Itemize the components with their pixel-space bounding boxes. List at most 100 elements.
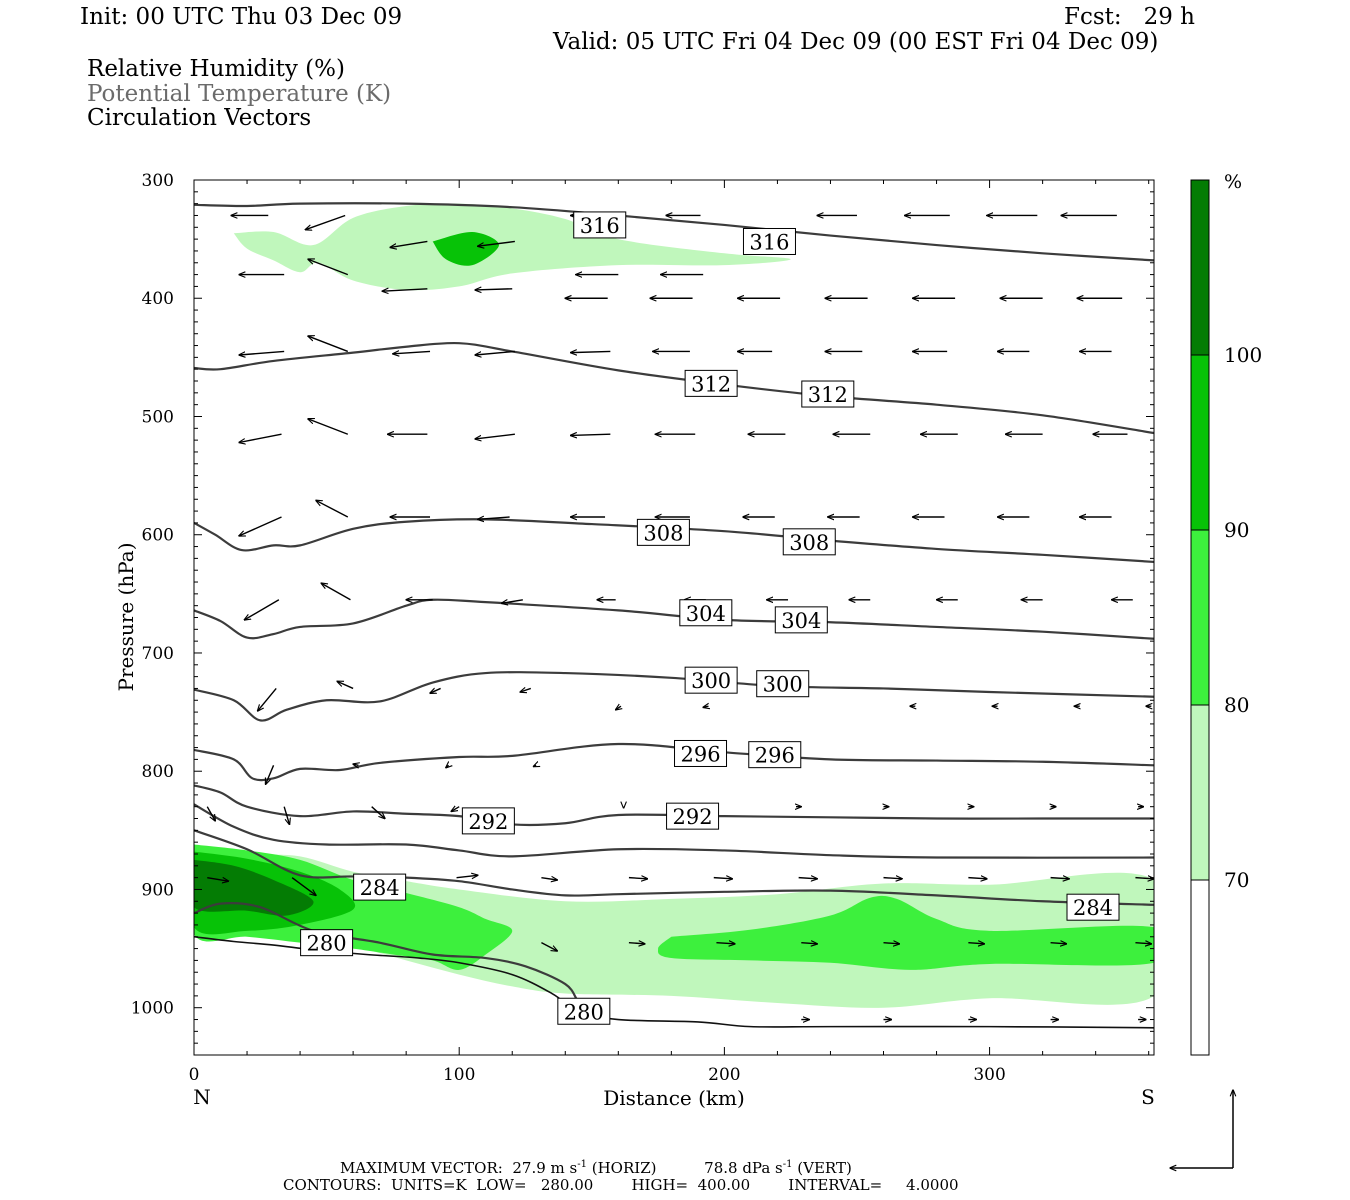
x-tick-label: 300 (973, 1065, 1005, 1085)
init-time: Init: 00 UTC Thu 03 Dec 09 (80, 4, 403, 30)
valid-time: Valid: 05 UTC Fri 04 Dec 09 (00 EST Fri … (553, 29, 1159, 55)
contour-label-box (742, 227, 796, 255)
contour-label-box (461, 807, 515, 835)
legend-potential-temperature: Potential Temperature (K) (87, 81, 392, 107)
contour-label-280: 280 (307, 932, 347, 956)
y-tick-label: 700 (142, 644, 174, 664)
circulation-vector (393, 351, 431, 353)
circulation-vector (571, 434, 611, 435)
colorbar-segment (1191, 530, 1209, 705)
circulation-vector (337, 681, 354, 690)
circulation-vector (628, 878, 648, 879)
y-tick-label: 800 (142, 762, 174, 782)
y-tick-label: 400 (142, 289, 174, 309)
theta-contour-296 (194, 742, 1154, 782)
circulation-vector (308, 419, 349, 435)
circulation-vector (968, 943, 984, 944)
theta-contour-280 (194, 902, 593, 1015)
circulation-vector (798, 878, 818, 879)
max-vector-text-2: (HORIZ) 78.8 dPa s (586, 1159, 783, 1177)
x-tick-label: 100 (443, 1065, 475, 1085)
contour-label-box (666, 802, 720, 830)
contour-label-box (748, 741, 802, 769)
circulation-vector (478, 240, 515, 246)
circulation-vector (1135, 878, 1154, 879)
theta-contour-300 (194, 671, 1154, 722)
circulation-vector (883, 878, 903, 879)
circulation-vector (305, 214, 346, 229)
contour-label-300: 300 (763, 673, 803, 697)
colorbar-frame (1190, 179, 1210, 1056)
contour-label-box (573, 211, 627, 239)
y-tick-label: 900 (142, 880, 174, 900)
circulation-vector (283, 806, 289, 825)
circulation-vector (258, 688, 277, 710)
contour-label-box (801, 380, 855, 408)
circulation-vector (390, 240, 428, 247)
circulation-vector (1050, 878, 1070, 879)
contour-label-316: 316 (749, 230, 789, 254)
contour-label-308: 308 (643, 521, 683, 545)
y-tick-label: 500 (142, 407, 174, 427)
x-axis-label: Distance (km) (603, 1086, 745, 1110)
theta-contour-308 (194, 518, 1154, 564)
rh-shading (194, 203, 1154, 1008)
circulation-vector (520, 688, 532, 692)
max-vector-note: MAXIMUM VECTOR: 27.9 m s-1 (HORIZ) 78.8 … (340, 1157, 852, 1176)
contour-label-312: 312 (808, 383, 848, 407)
x-tick-label: 200 (708, 1065, 740, 1085)
circulation-vector (1050, 943, 1067, 944)
circulation-vector (502, 600, 523, 604)
colorbar-segment (1191, 880, 1209, 1055)
contour-label-284: 284 (1073, 896, 1113, 920)
max-vector-text-1: MAXIMUM VECTOR: 27.9 m s (340, 1159, 578, 1177)
contour-label-box (1066, 893, 1120, 921)
contour-label-box (300, 929, 354, 957)
theta-contour-312 (194, 341, 1154, 435)
contour-label-296: 296 (680, 742, 720, 766)
circulation-vector (206, 806, 215, 821)
circulation-vector (308, 259, 349, 276)
circulation-vector (244, 599, 280, 620)
forecast-hour: Fcst: 29 h (1064, 4, 1195, 30)
circulation-vector (446, 765, 449, 767)
contour-label-292: 292 (673, 805, 713, 829)
colorbar-label: 90 (1224, 518, 1249, 542)
x-axis-right-end-label: S (1141, 1085, 1155, 1109)
theta-contour-304 (194, 598, 1154, 640)
contour-label-box (756, 670, 810, 698)
circulation-vector (475, 350, 515, 355)
rh-region-70-80-1 (233, 203, 791, 291)
max-vector-unit-exp-1: -1 (577, 1159, 587, 1170)
circulation-vector (541, 878, 557, 880)
circulation-vector (616, 706, 621, 710)
axes: 300 400 500 600 700 800 900 1000 0 100 200 300 (131, 171, 1154, 1085)
colorbar-label: 80 (1224, 693, 1249, 717)
contour-label-box (684, 369, 738, 397)
contour-label-304: 304 (781, 609, 821, 633)
contour-label-box (782, 528, 836, 556)
circulation-vector (968, 878, 987, 879)
contour-label-304: 304 (686, 602, 726, 626)
circulation-vector (541, 942, 557, 951)
rh-region-100-6 (194, 859, 314, 916)
contour-label-316: 316 (580, 214, 620, 238)
contour-label-308: 308 (789, 531, 829, 555)
circulation-vector (475, 433, 515, 439)
circulation-vector (628, 943, 645, 944)
circulation-vectors (206, 214, 1154, 1019)
contour-label-box (674, 739, 728, 767)
theta-contour-316 (194, 202, 1154, 262)
x-axis-left-end-label: N (193, 1085, 211, 1109)
theta-contour-292 (194, 784, 1154, 827)
circulation-vector (291, 877, 316, 896)
circulation-vector (353, 764, 358, 765)
colorbar-label: 70 (1224, 868, 1249, 892)
circulation-vector (456, 875, 478, 877)
legend-relative-humidity: Relative Humidity (%) (87, 56, 345, 82)
legend-circulation-vectors: Circulation Vectors (87, 105, 312, 131)
max-vector-text-3: (VERT) (792, 1159, 852, 1177)
theta-contour-284 (194, 829, 1154, 906)
contour-label-box (353, 873, 407, 901)
colorbar-unit: % (1224, 171, 1242, 193)
